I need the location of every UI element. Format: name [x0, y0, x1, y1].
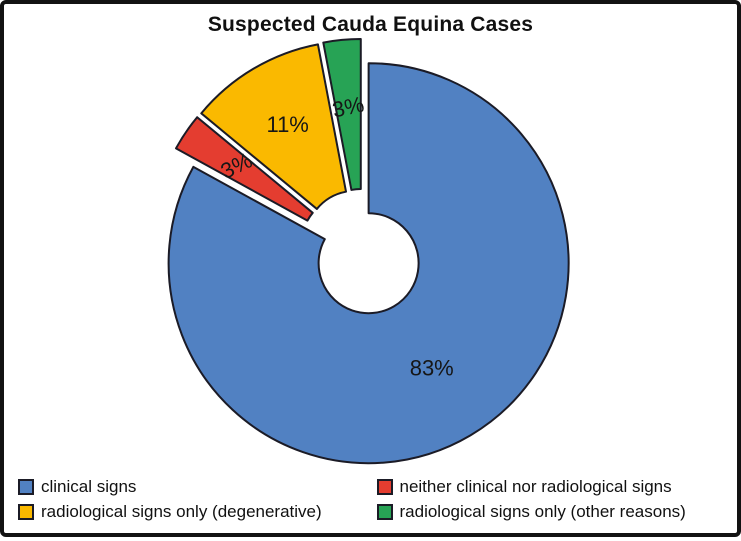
legend-label: radiological signs only (degenerative) — [41, 502, 322, 521]
legend-item-1: neither clinical nor radiological signs — [376, 477, 732, 497]
chart-legend: clinical signs neither clinical nor radio… — [18, 477, 731, 522]
chart-title: Suspected Cauda Equina Cases — [207, 13, 534, 36]
legend-item-0: clinical signs — [18, 477, 373, 497]
legend-color-swatch — [18, 504, 34, 520]
legend-label: radiological signs only (other reasons) — [399, 502, 686, 521]
legend-label: clinical signs — [41, 477, 137, 496]
pie-slice-0 — [167, 62, 570, 465]
legend-color-swatch — [376, 479, 393, 495]
legend-color-swatch — [376, 504, 393, 520]
pie-chart-svg: 83%3%11%3% — [167, 38, 570, 465]
pie-slice-3 — [322, 38, 362, 191]
slice-value-label-2: 11% — [266, 112, 308, 137]
pie-slice-1 — [174, 116, 314, 222]
legend-item-3: radiological signs only (other reasons) — [376, 502, 732, 522]
pie-slice-2 — [200, 43, 348, 210]
legend-item-2: radiological signs only (degenerative) — [18, 502, 373, 522]
slice-value-label-0: 83% — [410, 356, 454, 381]
legend-label: neither clinical nor radiological signs — [399, 477, 672, 496]
legend-color-swatch — [18, 479, 34, 495]
